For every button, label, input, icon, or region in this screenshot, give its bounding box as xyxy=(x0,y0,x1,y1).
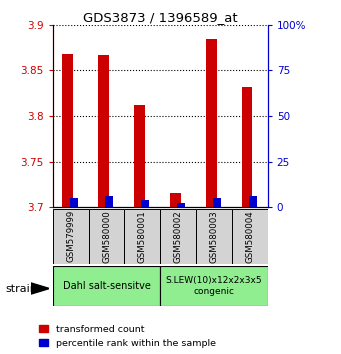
Text: GSM580002: GSM580002 xyxy=(174,210,183,263)
Bar xyxy=(196,209,232,264)
Bar xyxy=(177,204,185,207)
Bar xyxy=(53,266,160,306)
Bar xyxy=(124,209,160,264)
Bar xyxy=(160,266,268,306)
Bar xyxy=(134,105,145,207)
Text: strain: strain xyxy=(5,284,37,293)
Bar xyxy=(105,196,113,207)
Text: S.LEW(10)x12x2x3x5
congenic: S.LEW(10)x12x2x3x5 congenic xyxy=(166,276,262,296)
Bar xyxy=(249,196,256,207)
Text: GSM580003: GSM580003 xyxy=(209,210,219,263)
Text: GSM579999: GSM579999 xyxy=(66,210,75,262)
Bar xyxy=(53,209,89,264)
Bar xyxy=(98,55,109,207)
Bar xyxy=(206,39,217,207)
Bar xyxy=(89,209,124,264)
Bar xyxy=(62,54,73,207)
Text: GSM580001: GSM580001 xyxy=(138,210,147,263)
Bar xyxy=(141,200,149,207)
Bar xyxy=(170,193,181,207)
Bar xyxy=(70,198,77,207)
Polygon shape xyxy=(31,283,49,294)
Text: Dahl salt-sensitve: Dahl salt-sensitve xyxy=(63,281,150,291)
Legend: transformed count, percentile rank within the sample: transformed count, percentile rank withi… xyxy=(39,325,216,348)
Bar xyxy=(213,198,221,207)
Bar xyxy=(241,87,252,207)
Text: GSM580000: GSM580000 xyxy=(102,210,111,263)
Title: GDS3873 / 1396589_at: GDS3873 / 1396589_at xyxy=(83,11,238,24)
Bar xyxy=(160,209,196,264)
Bar xyxy=(232,209,268,264)
Text: GSM580004: GSM580004 xyxy=(245,210,254,263)
